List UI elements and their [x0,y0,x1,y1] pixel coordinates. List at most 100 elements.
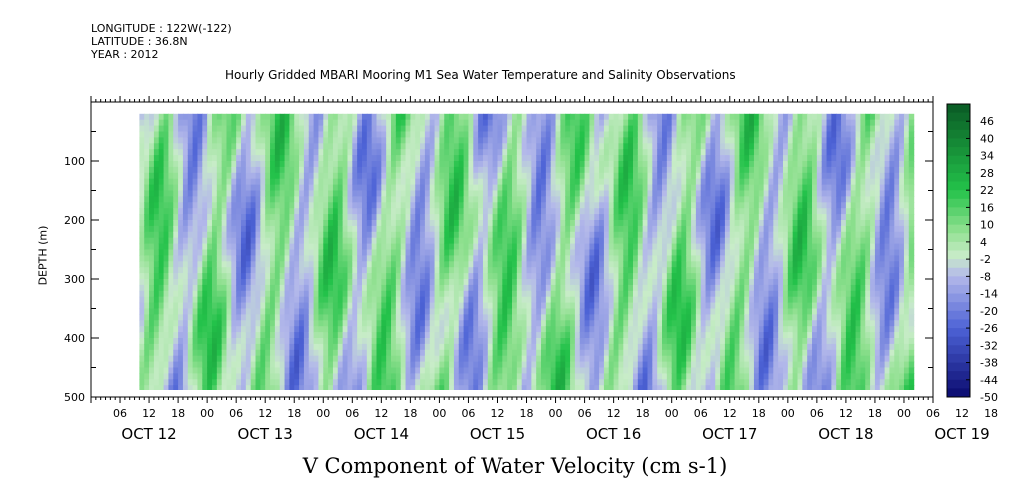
heatmap-cell [337,243,344,251]
heatmap-cell [241,184,247,192]
heatmap-cell [318,119,324,127]
heatmap-cell [197,296,203,304]
heatmap-cell [502,296,508,304]
heatmap-cell [376,190,382,197]
heatmap-cell [366,296,373,304]
heatmap-cell [434,273,441,280]
heatmap-cell [139,308,145,315]
heatmap-cell [386,332,392,339]
heatmap-cell [594,290,600,298]
heatmap-cell [449,338,455,345]
heatmap-cell [632,355,639,363]
heatmap-cell [168,367,174,374]
heatmap-cell [584,143,591,150]
heatmap-cell [415,178,421,186]
heatmap-cell [507,314,513,321]
heatmap-cell [245,314,252,321]
heatmap-cell [231,220,237,227]
heatmap-cell [603,308,610,315]
heatmap-cell [458,166,465,174]
heatmap-cell [599,231,605,239]
heatmap-cell [589,190,595,197]
heatmap-cell [579,267,586,274]
heatmap-cell [424,243,431,251]
heatmap-cell [434,149,441,156]
heatmap-cell [357,284,363,292]
heatmap-cell [391,208,397,215]
heatmap-cell [299,355,305,363]
heatmap-cell [173,361,179,369]
heatmap-cell [366,290,373,298]
heatmap-cell [555,243,561,251]
heatmap-cell [521,166,528,174]
heatmap-cell [400,143,407,150]
heatmap-cell [429,196,436,203]
heatmap-cell [584,178,591,186]
heatmap-cell [550,131,557,138]
heatmap-cell [642,355,649,363]
heatmap-cell [144,220,150,227]
heatmap-cell [323,308,329,315]
heatmap-cell [328,225,334,233]
heatmap-cell [241,225,247,233]
heatmap-cell [357,237,363,245]
heatmap-cell [618,308,624,315]
heatmap-cell [192,196,199,203]
heatmap-cell [536,143,542,150]
heatmap-cell [512,326,518,333]
heatmap-cell [420,355,426,363]
heatmap-cell [381,208,387,215]
heatmap-cell [323,172,329,180]
heatmap-cell [245,137,252,144]
heatmap-cell [178,243,184,251]
heatmap-cell [521,267,528,274]
heatmap-cell [260,361,266,369]
heatmap-cell [584,308,591,315]
heatmap-cell [574,202,581,209]
heatmap-cell [594,172,600,180]
heatmap-cell [144,172,150,180]
heatmap-cell [197,190,203,197]
heatmap-cell [153,155,160,162]
heatmap-cell [260,308,266,315]
heatmap-cell [410,261,416,268]
heatmap-cell [386,184,392,192]
heatmap-cell [618,332,624,339]
heatmap-cell [207,184,213,192]
heatmap-cell [482,273,489,280]
heatmap-cell [279,249,286,256]
heatmap-cell [429,131,436,138]
heatmap-cell [284,208,290,215]
heatmap-cell [458,184,465,192]
heatmap-cell [211,249,218,256]
heatmap-cell [366,196,373,203]
heatmap-cell [197,125,203,133]
heatmap-cell [197,131,203,138]
heatmap-cell [265,361,271,369]
heatmap-cell [153,137,160,144]
heatmap-cell [618,166,624,174]
heatmap-cell [371,332,378,339]
heatmap-cell [439,320,445,327]
heatmap-cell [352,302,358,310]
heatmap-cell [478,143,484,150]
heatmap-cell [318,225,324,233]
heatmap-cell [153,302,160,310]
heatmap-cell [473,284,479,292]
heatmap-cell [429,302,436,310]
heatmap-cell [255,161,261,168]
heatmap-cell [357,373,363,380]
heatmap-cell [192,208,199,215]
heatmap-cell [342,225,349,233]
heatmap-cell [139,149,145,156]
heatmap-cell [289,143,295,150]
heatmap-cell [139,314,145,321]
heatmap-cell [478,290,484,298]
heatmap-cell [545,225,552,233]
heatmap-cell [468,255,474,262]
heatmap-cell [144,231,150,239]
heatmap-cell [260,184,266,192]
heatmap-cell [274,314,281,321]
heatmap-cell [521,143,528,150]
heatmap-cell [632,161,639,168]
